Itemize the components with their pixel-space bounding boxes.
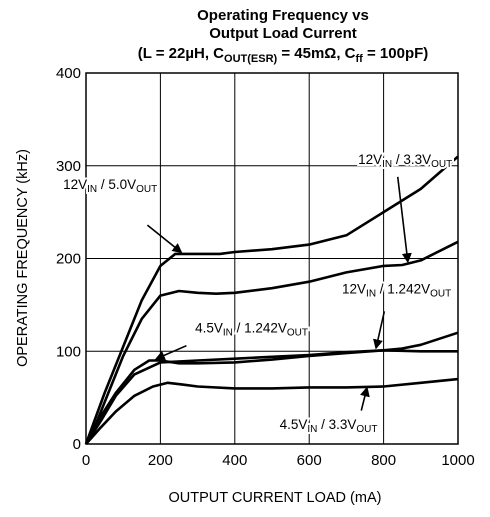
- annotation-layer: 12VIN / 5.0VOUT 12VIN / 3.3VOUT 12VIN / 1.…: [61, 150, 454, 437]
- series-arrow-2: [396, 176, 412, 264]
- y-axis-label: OPERATING FREQUENCY (kHz): [15, 149, 31, 367]
- chart-title-line-2: Output Load Current: [209, 25, 356, 42]
- series-label-4: 4.5VIN / 1.242VOUT: [195, 321, 308, 339]
- series-layer: [84, 155, 459, 445]
- series-arrow-1: [146, 224, 183, 254]
- series-line-4: [84, 349, 458, 445]
- plot-frame: [85, 72, 459, 445]
- series-line-5: [85, 377, 459, 445]
- x-tick-label: 1000: [441, 452, 474, 469]
- series-label-5: 4.5VIN / 3.3VOUT: [280, 417, 378, 435]
- series-label-3: 12VIN / 1.242VOUT: [342, 282, 451, 300]
- series-line-2: [84, 240, 459, 445]
- x-tick-label: 600: [297, 452, 322, 469]
- y-tick-label: 300: [56, 158, 81, 175]
- x-axis-label: OUTPUT CURRENT LOAD (mA): [169, 490, 382, 506]
- series-line-1: [84, 155, 459, 445]
- y-tick-label: 200: [56, 251, 81, 268]
- series-arrow-3: [373, 311, 386, 350]
- series-label-1: 12VIN / 5.0VOUT: [63, 177, 157, 195]
- y-tick-label: 400: [56, 65, 81, 82]
- y-tick-label: 100: [56, 343, 81, 360]
- series-label-2: 12VIN / 3.3VOUT: [358, 152, 452, 170]
- x-tick-label: 200: [148, 452, 173, 469]
- tick-layer: 0 200 400 600 800 1000 0 100 200 300 400: [56, 65, 475, 469]
- x-tick-label: 800: [371, 452, 396, 469]
- series-arrow-5: [360, 386, 370, 411]
- chart-title-line-1: Operating Frequency vs: [197, 7, 369, 24]
- grid-layer: [85, 72, 459, 445]
- series-line-3: [84, 331, 459, 445]
- y-tick-label: 0: [73, 436, 81, 453]
- x-tick-label: 400: [222, 452, 247, 469]
- x-tick-label: 0: [82, 452, 90, 469]
- chart-conditions: (L = 22µH, COUT(ESR) = 45mΩ, Cff = 100pF…: [138, 45, 429, 65]
- series-arrow-4: [154, 344, 187, 361]
